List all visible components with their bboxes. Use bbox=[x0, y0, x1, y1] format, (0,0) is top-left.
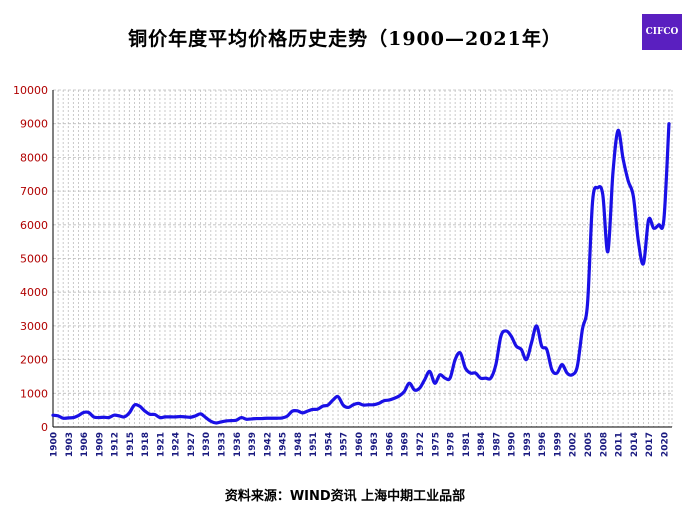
x-tick-label: 1918 bbox=[141, 432, 151, 457]
x-tick-label: 1951 bbox=[309, 432, 319, 457]
y-tick-label: 4000 bbox=[20, 286, 48, 299]
x-tick-label: 1915 bbox=[126, 432, 136, 457]
y-tick-label: 3000 bbox=[20, 320, 48, 333]
x-tick-label: 1945 bbox=[279, 432, 289, 457]
x-tick-label: 1900 bbox=[50, 432, 60, 457]
y-tick-label: 8000 bbox=[20, 151, 48, 164]
y-tick-label: 1000 bbox=[20, 387, 48, 400]
x-tick-label: 1963 bbox=[370, 432, 380, 457]
chart-title: 铜价年度平均价格历史走势（1900—2021年） bbox=[128, 28, 562, 50]
horizontal-gridlines bbox=[53, 89, 672, 428]
x-tick-label: 2014 bbox=[630, 432, 640, 457]
x-tick-label: 2008 bbox=[599, 432, 609, 457]
x-tick-label: 1933 bbox=[217, 432, 227, 457]
x-tick-label: 2011 bbox=[615, 432, 625, 457]
x-tick-label: 1912 bbox=[111, 432, 121, 457]
x-tick-label: 1948 bbox=[294, 432, 304, 457]
x-tick-label: 1957 bbox=[340, 432, 350, 457]
x-tick-label: 1972 bbox=[416, 432, 426, 457]
x-tick-label: 1939 bbox=[248, 432, 258, 457]
x-tick-label: 2017 bbox=[645, 432, 655, 457]
axes bbox=[52, 90, 672, 428]
x-tick-label: 1981 bbox=[462, 432, 472, 457]
x-tick-label: 1960 bbox=[355, 432, 365, 457]
series-group bbox=[51, 122, 671, 425]
x-tick-label: 1936 bbox=[233, 432, 243, 457]
y-tick-label: 9000 bbox=[20, 118, 48, 131]
x-tick-label: 1906 bbox=[80, 432, 90, 457]
x-tick-label: 1984 bbox=[477, 432, 487, 457]
cifco-logo: CIFCO bbox=[642, 14, 682, 50]
x-tick-label: 1942 bbox=[263, 432, 273, 457]
x-tick-label: 1930 bbox=[202, 432, 212, 457]
x-tick-label: 2002 bbox=[569, 432, 579, 457]
x-tick-label: 1903 bbox=[65, 432, 75, 457]
x-tick-label: 1954 bbox=[324, 432, 334, 457]
x-tick-label: 1966 bbox=[385, 432, 395, 457]
x-tick-label: 1996 bbox=[538, 432, 548, 457]
source-note: 资料来源：WIND资讯 上海中期工业品部 bbox=[224, 489, 466, 504]
x-tick-label: 1969 bbox=[401, 432, 411, 457]
x-tick-label: 1987 bbox=[492, 432, 502, 457]
y-tick-label: 7000 bbox=[20, 185, 48, 198]
y-tick-label: 2000 bbox=[20, 354, 48, 367]
x-tick-label: 1993 bbox=[523, 432, 533, 457]
x-tick-label: 1924 bbox=[172, 432, 182, 457]
x-tick-label: 1999 bbox=[553, 432, 563, 457]
x-axis-tick-labels: 1900 1903 1906 1909 1912 1915 1918 1921 1924 1927… bbox=[50, 432, 671, 457]
y-axis-tick-labels: 0 1000 2000 3000 4000 5000 6000 7000 8000 9000 100… bbox=[13, 84, 48, 434]
x-tick-label: 1978 bbox=[447, 432, 457, 457]
x-tick-label: 1975 bbox=[431, 432, 441, 457]
x-tick-label: 1927 bbox=[187, 432, 197, 457]
x-tick-label: 1990 bbox=[508, 432, 518, 457]
x-tick-label: 2005 bbox=[584, 432, 594, 457]
x-tick-label: 1909 bbox=[95, 432, 105, 457]
y-tick-label: 0 bbox=[41, 421, 48, 434]
y-tick-label: 5000 bbox=[20, 253, 48, 266]
x-tick-label: 2020 bbox=[660, 432, 670, 457]
y-tick-label: 10000 bbox=[13, 84, 48, 97]
x-tick-label: 1921 bbox=[156, 432, 166, 457]
y-tick-label: 6000 bbox=[20, 219, 48, 232]
series-line-copper-price bbox=[51, 122, 671, 425]
